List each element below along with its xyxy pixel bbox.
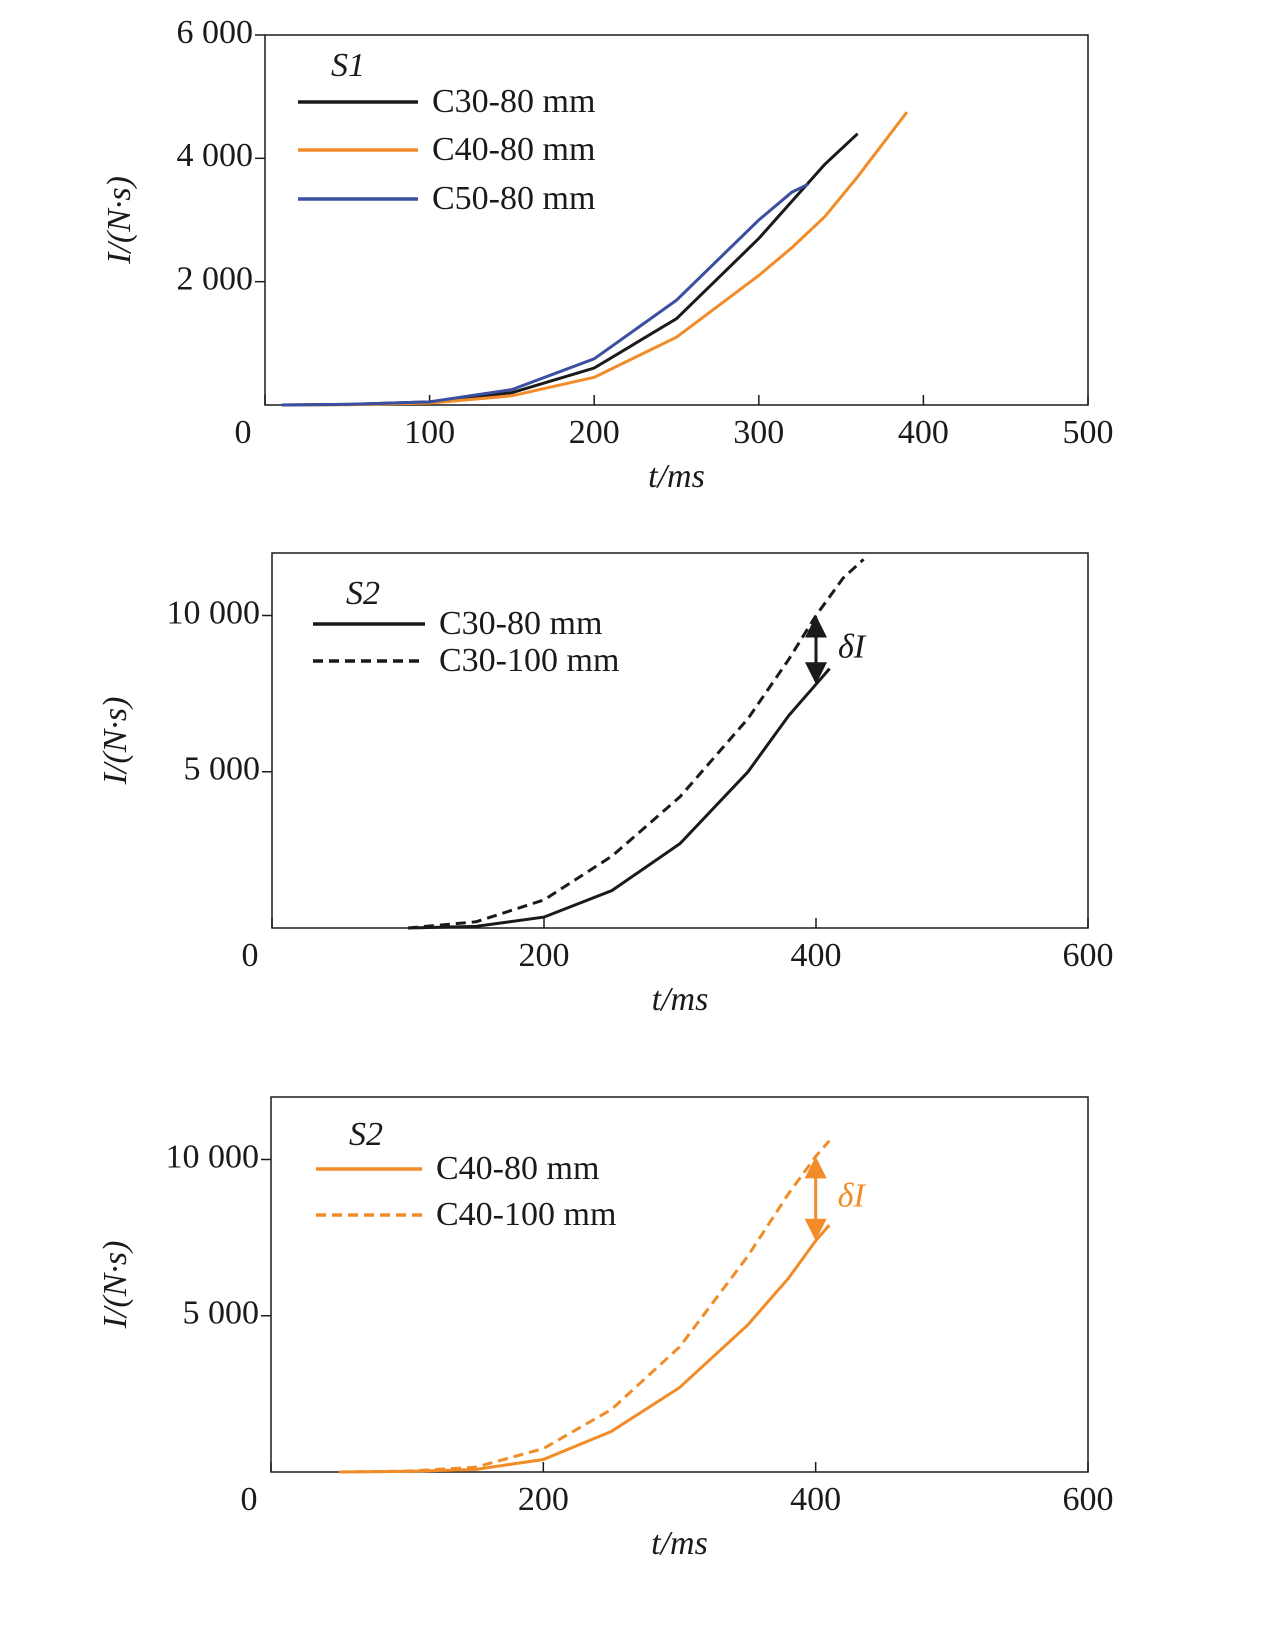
- y-tick-label: 10 000: [167, 594, 261, 631]
- y-axis-label: I/(N·s): [97, 1241, 134, 1330]
- y-tick-label: 5 000: [183, 1295, 260, 1332]
- legend-title: S2: [346, 575, 380, 612]
- y-tick-label: 10 000: [166, 1138, 260, 1175]
- x-tick-label: 600: [1063, 937, 1114, 974]
- x-tick-label: 0: [241, 1481, 258, 1518]
- arrow-head: [804, 1156, 827, 1179]
- series-line: [339, 1139, 831, 1474]
- annotation: δI: [838, 629, 867, 666]
- x-tick-label: 600: [1063, 1481, 1114, 1518]
- legend-label: C40-100 mm: [436, 1196, 616, 1233]
- legend-label: C50-80 mm: [432, 180, 595, 217]
- y-axis-label: I/(N·s): [97, 697, 134, 786]
- x-tick-label: 200: [569, 414, 620, 451]
- x-tick-label: 200: [519, 937, 570, 974]
- arrow-head: [805, 662, 827, 685]
- x-tick-label: 0: [235, 414, 252, 451]
- y-tick-label: 6 000: [177, 14, 254, 51]
- series-line: [339, 1224, 831, 1474]
- plot-frame: [264, 34, 1089, 406]
- x-tick-label: 400: [790, 1481, 841, 1518]
- y-tick-label: 5 000: [184, 751, 261, 788]
- series-line: [281, 182, 809, 407]
- series-line: [407, 558, 865, 930]
- legend-title: S2: [349, 1116, 383, 1153]
- x-tick-label: 500: [1063, 414, 1114, 451]
- x-tick-label: 100: [404, 414, 455, 451]
- x-axis-label: t/ms: [651, 1525, 708, 1562]
- chart: 0 200 400 600 5 000 10 000 t/ms I/(N·s) C30-80 m…: [97, 552, 1114, 1018]
- plot-frame: [270, 1096, 1089, 1473]
- y-tick-label: 2 000: [177, 260, 254, 297]
- x-tick-label: 200: [518, 1481, 569, 1518]
- x-axis-label: t/ms: [648, 458, 705, 495]
- y-tick-label: 4 000: [177, 137, 254, 174]
- series-line: [281, 132, 859, 407]
- x-axis-label: t/ms: [652, 981, 709, 1018]
- arrow-head: [804, 1218, 827, 1241]
- legend-label: C30-100 mm: [439, 642, 619, 679]
- arrow-head: [805, 615, 827, 638]
- x-tick-label: 400: [791, 937, 842, 974]
- plot-frame: [271, 552, 1089, 929]
- legend-label: C40-80 mm: [432, 131, 595, 168]
- x-tick-label: 400: [898, 414, 949, 451]
- chart: 0 100 200 300 400 500 2 000 4 000 6 000 t/ms I/(N·…: [101, 14, 1114, 495]
- x-tick-label: 300: [733, 414, 784, 451]
- legend-label: C40-80 mm: [436, 1150, 599, 1187]
- x-tick-label: 0: [242, 937, 259, 974]
- legend-label: C30-80 mm: [439, 605, 602, 642]
- chart: 0 200 400 600 5 000 10 000 t/ms I/(N·s) C40-80 m…: [97, 1096, 1114, 1562]
- annotation: δI: [838, 1177, 867, 1214]
- legend-label: C30-80 mm: [432, 83, 595, 120]
- series-line: [407, 667, 831, 930]
- legend-title: S1: [331, 47, 365, 84]
- y-axis-label: I/(N·s): [101, 176, 138, 265]
